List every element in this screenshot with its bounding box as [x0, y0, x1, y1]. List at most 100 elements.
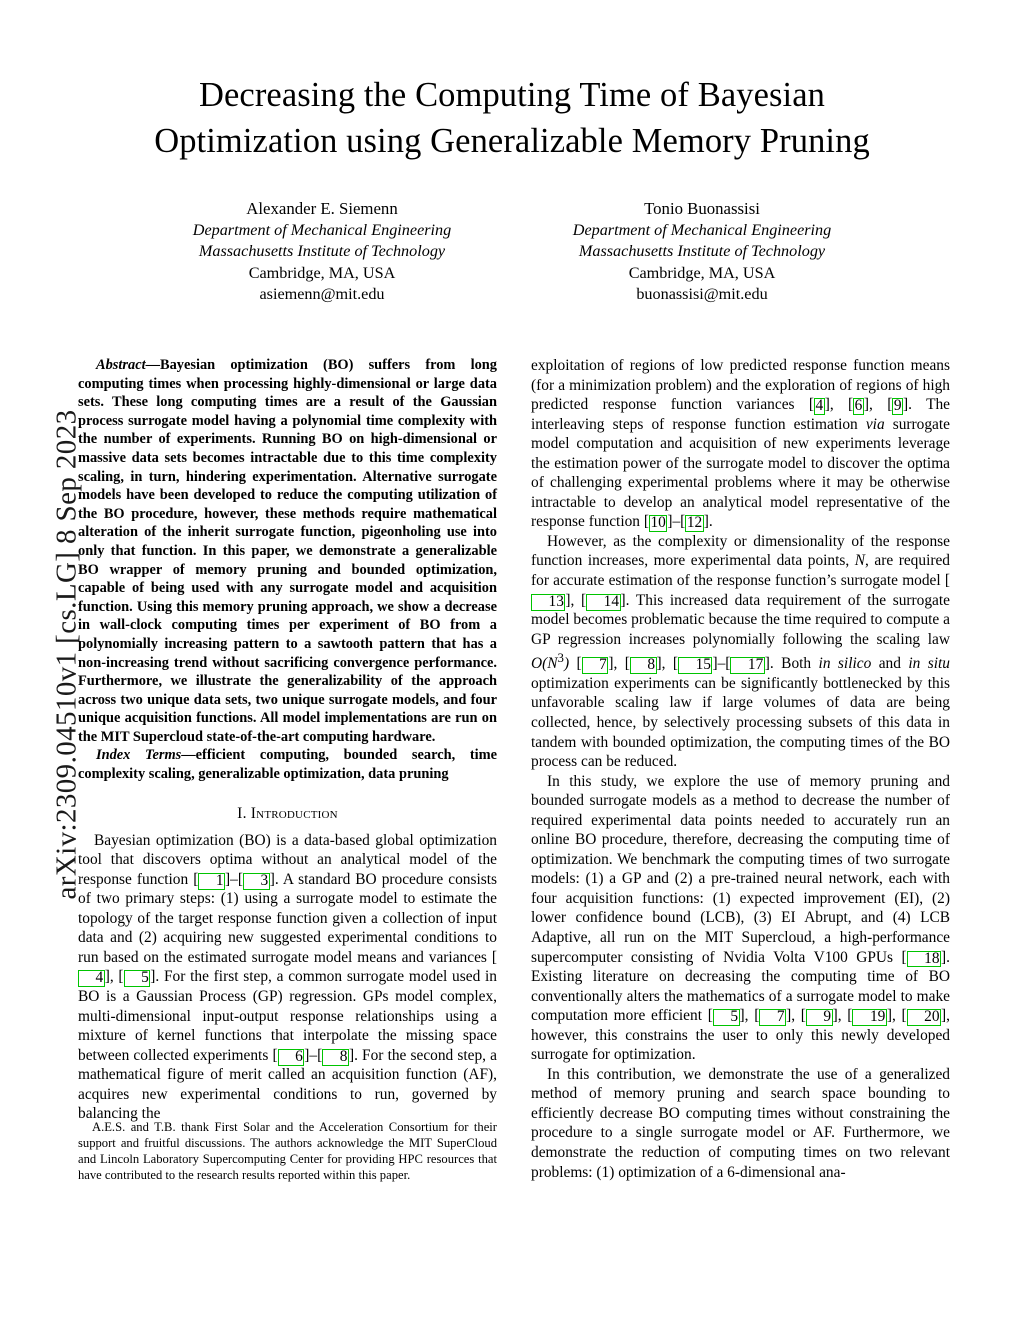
citation-link-8[interactable]: 8 [629, 657, 657, 675]
text-run: ], [ [886, 1007, 907, 1025]
citation-link-19[interactable]: 19 [852, 1009, 887, 1027]
text-run: ]. For the second step, a mathematical f… [78, 1046, 497, 1123]
citation-link-14[interactable]: 14 [586, 593, 621, 611]
text-run: ]. A standard BO procedure consists of t… [78, 870, 497, 966]
math-paren-n: (N [542, 655, 558, 673]
math-close-paren: ) [563, 655, 570, 673]
author-location: Cambridge, MA, USA [248, 263, 396, 282]
author-institution: Massachusetts Institute of Technology [198, 242, 446, 261]
section-heading-introduction: I. Introduction [78, 805, 497, 823]
text-run: ], [ [565, 591, 587, 609]
text-run: Bayesian optimization (BO) is a data-bas… [78, 831, 497, 888]
index-terms-paragraph: Index Terms—efficient computing, bounded… [78, 746, 497, 783]
author-location: Cambridge, MA, USA [628, 263, 776, 282]
text-run: ]. For the first step, a common surrogat… [78, 968, 497, 1064]
body-columns: Abstract—Bayesian optimization (BO) suff… [78, 356, 950, 1182]
citation-link-3[interactable]: 3 [242, 873, 270, 890]
text-run: ]–[ [712, 655, 731, 673]
text-run: ]. Existing literature on decreasing the… [531, 948, 950, 1025]
citation-link-8[interactable]: 8 [322, 1049, 349, 1066]
citation-link-5[interactable]: 5 [123, 970, 151, 988]
abstract-text: Bayesian optimization (BO) suffers from … [78, 357, 497, 745]
text-run: ], [ [656, 655, 679, 673]
author-block: Alexander E. Siemenn Department of Mecha… [78, 198, 946, 306]
text-run: ]. [703, 513, 713, 531]
text-run: ]–[ [304, 1046, 323, 1064]
citation-link-12[interactable]: 12 [685, 514, 704, 533]
right-paragraph-2: However, as the complexity or dimensiona… [531, 532, 950, 772]
citation-link-17[interactable]: 17 [730, 657, 765, 675]
intro-paragraph-1: Bayesian optimization (BO) is a data-bas… [78, 831, 497, 1124]
citation-link-4[interactable]: 4 [814, 397, 825, 416]
citation-link-7[interactable]: 7 [759, 1009, 787, 1027]
citation-link-1[interactable]: 1 [198, 873, 226, 890]
column-right: exploitation of regions of low predicted… [531, 356, 950, 1182]
text-run: ]–[ [225, 870, 243, 888]
citation-link-13[interactable]: 13 [531, 593, 566, 611]
text-run: ], [ [863, 396, 893, 414]
section-title: Introduction [250, 804, 338, 822]
author-institution: Massachusetts Institute of Technology [578, 242, 826, 261]
page-title: Decreasing the Computing Time of Bayesia… [78, 72, 946, 164]
abstract-label: Abstract [96, 357, 146, 373]
abstract-paragraph: Abstract—Bayesian optimization (BO) suff… [78, 356, 497, 746]
text-run: [ [569, 655, 582, 673]
text-run: exploitation of regions of low predicted… [531, 357, 950, 414]
citation-link-5[interactable]: 5 [712, 1009, 740, 1027]
text-run: ], [ [824, 396, 854, 414]
citation-link-18[interactable]: 18 [906, 950, 942, 968]
citation-link-10[interactable]: 10 [648, 514, 668, 533]
title-line-1: Decreasing the Computing Time of Bayesia… [199, 76, 825, 114]
abstract-dash: — [145, 357, 160, 373]
text-run: optimization experiments can be signific… [531, 674, 950, 771]
author-email: buonassisi@mit.edu [636, 285, 768, 304]
citation-link-9[interactable]: 9 [892, 397, 904, 416]
text-run: ], however, this constrains the user to … [531, 1007, 951, 1064]
text-run: ], [ [739, 1007, 760, 1025]
right-paragraph-3: In this study, we explore the use of mem… [531, 772, 950, 1065]
math-bigo: O [531, 655, 543, 673]
index-terms-label: Index Terms [96, 747, 182, 764]
citation-link-6[interactable]: 6 [277, 1049, 305, 1066]
text-run: ]. The interleaving steps of response fu… [531, 396, 950, 433]
text-run: , are required for accurate estimation o… [531, 552, 950, 590]
author-entry-1: Alexander E. Siemenn Department of Mecha… [132, 198, 512, 306]
citation-link-20[interactable]: 20 [906, 1009, 942, 1027]
title-line-2: Optimization using Generalizable Memory … [154, 122, 870, 160]
text-run: ], [ [786, 1007, 806, 1025]
author-name: Alexander E. Siemenn [246, 199, 398, 218]
citation-link-9[interactable]: 9 [805, 1009, 833, 1027]
math-exponent: 3 [557, 651, 564, 666]
citation-link-4[interactable]: 4 [78, 970, 105, 988]
text-run: surrogate model computation and acquisit… [531, 415, 950, 531]
index-terms-text: efficient computing, bounded search, tim… [78, 747, 498, 783]
text-run: ]–[ [667, 513, 686, 531]
citation-link-15[interactable]: 15 [678, 657, 713, 675]
text-run: ]. Both [764, 655, 819, 673]
text-run: ]. This increased data requirement of th… [531, 591, 950, 648]
author-entry-2: Tonio Buonassisi Department of Mechanica… [512, 198, 892, 306]
citation-link-6[interactable]: 6 [853, 397, 864, 416]
text-run: and [871, 655, 909, 673]
title-block: Decreasing the Computing Time of Bayesia… [78, 72, 946, 164]
author-name: Tonio Buonassisi [644, 199, 760, 218]
emphasis-via: via [865, 415, 885, 433]
text-run: ], [ [608, 655, 630, 673]
section-numeral: I. [237, 804, 247, 822]
column-left: Abstract—Bayesian optimization (BO) suff… [78, 356, 497, 1182]
text-run: In this study, we explore the use of mem… [531, 772, 950, 966]
emphasis-in-silico: in silico [818, 655, 872, 673]
footnote-block: A.E.S. and T.B. thank First Solar and th… [78, 1119, 497, 1183]
emphasis-in-situ: in situ [908, 655, 950, 673]
author-email: asiemenn@mit.edu [259, 285, 385, 304]
index-terms-dash: — [181, 747, 196, 764]
right-paragraph-1: exploitation of regions of low predicted… [531, 356, 950, 533]
right-paragraph-4: In this contribution, we demonstrate the… [531, 1065, 950, 1181]
text-run: ], [ [832, 1007, 853, 1025]
author-department: Department of Mechanical Engineering [192, 220, 452, 239]
author-department: Department of Mechanical Engineering [572, 220, 832, 239]
footnote-text: A.E.S. and T.B. thank First Solar and th… [78, 1120, 497, 1183]
citation-link-7[interactable]: 7 [581, 657, 609, 675]
math-variable-n: N [854, 552, 866, 570]
